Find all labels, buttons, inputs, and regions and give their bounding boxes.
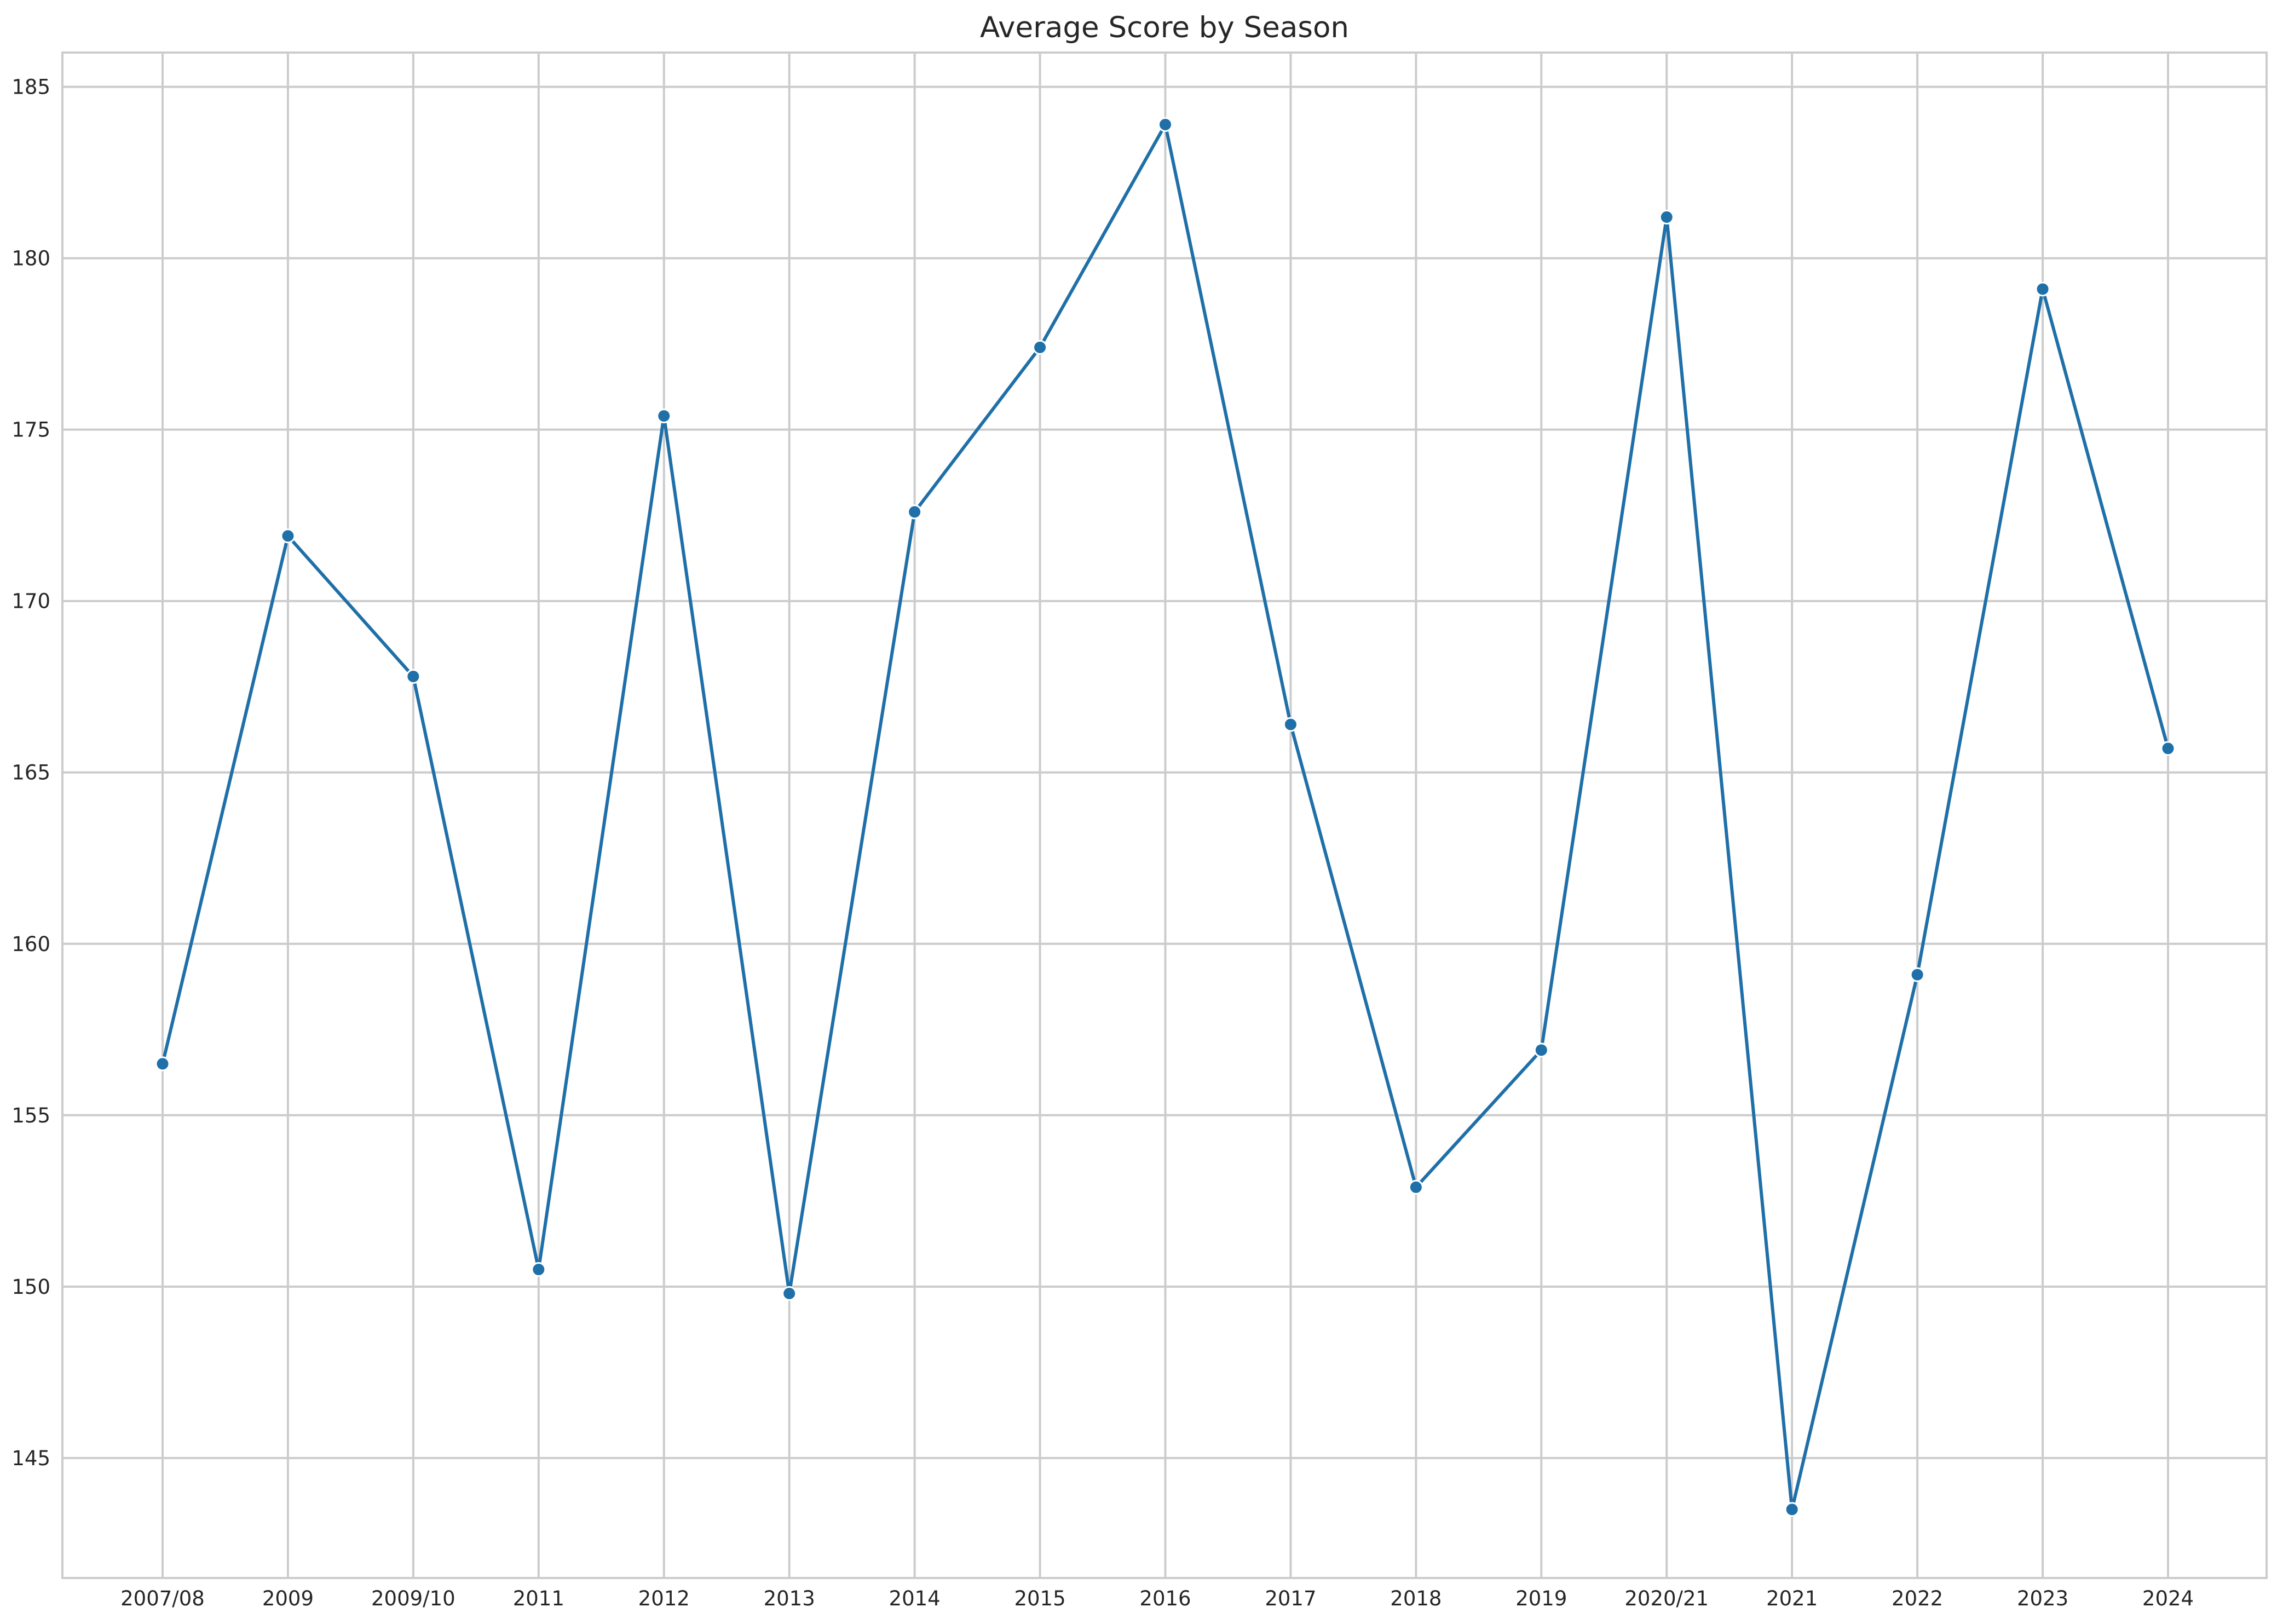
data-point xyxy=(2035,281,2050,297)
y-axis-tick-labels: 145 150 155 160 165 170 175 180 185 xyxy=(11,76,50,1470)
y-tick-label: 170 xyxy=(11,590,50,613)
x-tick-label: 2011 xyxy=(513,1587,564,1610)
data-point xyxy=(1910,967,1925,982)
x-tick-label: 2023 xyxy=(2017,1587,2068,1610)
x-tick-label: 2024 xyxy=(2142,1587,2194,1610)
data-point xyxy=(2160,741,2176,756)
x-tick-label: 2012 xyxy=(638,1587,690,1610)
x-axis-tick-labels: 2007/08 2009 2009/10 2011 2012 2013 2014 2015 20… xyxy=(120,1587,2194,1610)
data-point xyxy=(656,408,672,424)
data-point xyxy=(782,1286,797,1301)
data-point xyxy=(280,528,296,544)
y-tick-label: 145 xyxy=(11,1447,50,1470)
y-tick-label: 175 xyxy=(11,418,50,442)
plot-area xyxy=(61,51,2268,1579)
data-point xyxy=(907,504,923,520)
x-tick-label: 2016 xyxy=(1139,1587,1191,1610)
y-tick-label: 160 xyxy=(11,932,50,956)
data-point xyxy=(1784,1502,1800,1517)
data-point xyxy=(1158,117,1173,132)
data-point xyxy=(531,1262,546,1277)
x-tick-label: 2007/08 xyxy=(120,1587,205,1610)
x-tick-label: 2009 xyxy=(262,1587,314,1610)
x-tick-label: 2015 xyxy=(1014,1587,1065,1610)
x-tick-label: 2018 xyxy=(1390,1587,1442,1610)
data-point-markers xyxy=(155,117,2176,1517)
x-tick-label: 2020/21 xyxy=(1624,1587,1709,1610)
y-tick-label: 150 xyxy=(11,1275,50,1299)
data-point xyxy=(406,669,421,684)
data-point xyxy=(1408,1179,1423,1195)
grid-lines xyxy=(62,53,2267,1578)
data-point xyxy=(155,1056,170,1072)
y-tick-label: 185 xyxy=(11,76,50,99)
data-point xyxy=(1033,339,1048,355)
chart-title: Average Score by Season xyxy=(980,11,1349,44)
x-tick-label: 2014 xyxy=(889,1587,941,1610)
y-tick-label: 180 xyxy=(11,247,50,270)
data-point xyxy=(1533,1043,1549,1058)
data-point xyxy=(1659,210,1674,225)
y-tick-label: 155 xyxy=(11,1104,50,1127)
x-tick-label: 2019 xyxy=(1515,1587,1567,1610)
data-point xyxy=(1283,717,1298,732)
x-tick-label: 2021 xyxy=(1766,1587,1818,1610)
x-tick-label: 2022 xyxy=(1892,1587,1943,1610)
y-tick-label: 165 xyxy=(11,761,50,785)
x-tick-label: 2009/10 xyxy=(371,1587,456,1610)
x-tick-label: 2013 xyxy=(764,1587,815,1610)
x-tick-label: 2017 xyxy=(1265,1587,1316,1610)
